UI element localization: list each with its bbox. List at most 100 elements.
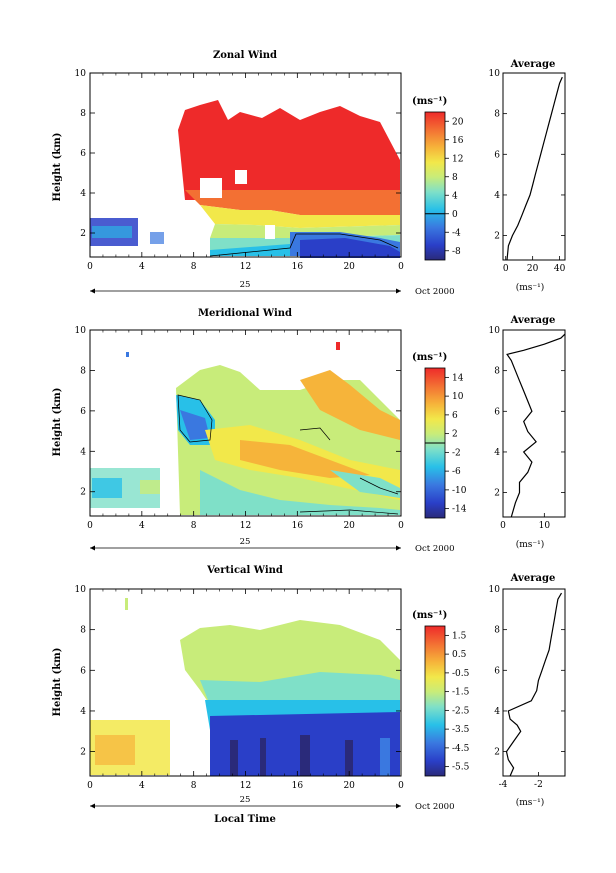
- x-tick-label: 20: [343, 262, 355, 272]
- avg-y-tick-label: 10: [489, 69, 501, 79]
- panel-meridional: Meridional Wind Height (km) 0 4 8 12 16 20 024…: [52, 308, 566, 554]
- axes-meridional: 0 4 8 12 16 20 0 2 4 6 8 10: [75, 326, 405, 531]
- x-tick-label: 4: [139, 262, 145, 272]
- y-tick-label: 8: [80, 626, 86, 636]
- colorbar-tick-label: -2.5: [452, 706, 470, 716]
- average-zonal: Average 0 20 40 2 4 6 8 10 (ms⁻¹): [489, 59, 566, 293]
- x-tick-label: 20: [343, 781, 355, 791]
- x-tick-label: 12: [240, 262, 251, 272]
- day-label-zonal: 25: [240, 280, 251, 290]
- x-tick-label: 8: [191, 521, 197, 531]
- timebar-meridional: 25 Oct 2000: [90, 537, 454, 554]
- colorbar-unit-zonal: (ms⁻¹): [412, 96, 447, 107]
- colorbar-tick-label: 0.5: [452, 650, 467, 660]
- avg-x-tick-label: 10: [539, 521, 551, 531]
- axes-vertical: 0 4 8 12 16 20 0 2 4 6 8 10: [75, 585, 405, 791]
- colorbar-tick-label: 4: [452, 191, 458, 201]
- avg-y-tick-label: 8: [494, 110, 500, 120]
- colorbar-tick-label: -4: [452, 228, 461, 238]
- ylabel-zonal: Height (km): [52, 133, 63, 202]
- heatmap-zonal: [90, 100, 400, 258]
- y-tick-label: 8: [80, 366, 86, 376]
- colorbar-unit-meridional: (ms⁻¹): [412, 352, 447, 363]
- heatmap-meridional: [90, 342, 400, 515]
- colorbar-tick-label: -3.5: [452, 725, 470, 735]
- average-meridional: Average 0 10 2 4 6 8 10 (ms⁻¹): [489, 315, 566, 550]
- avg-y-tick-label: 10: [489, 326, 501, 336]
- avg-y-tick-label: 4: [494, 448, 500, 458]
- x-tick-label: 0: [87, 781, 93, 791]
- avg-y-tick-label: 8: [494, 367, 500, 377]
- ylabel-vertical: Height (km): [52, 648, 63, 717]
- x-tick-label: 12: [240, 781, 251, 791]
- panel-vertical: Vertical Wind Height (km) 0 4 8 12 16 20 0 2 4 6 8…: [52, 565, 566, 825]
- avg-y-tick-label: 2: [494, 748, 500, 758]
- colorbar-tick-label: 1.5: [452, 631, 467, 641]
- date-label-vertical: Oct 2000: [415, 802, 454, 812]
- x-tick-label: 0: [87, 521, 93, 531]
- y-tick-label: 2: [80, 488, 86, 498]
- y-tick-label: 2: [80, 748, 86, 758]
- y-tick-label: 2: [80, 229, 86, 239]
- x-tick-label: 0: [87, 262, 93, 272]
- y-tick-label: 6: [80, 407, 86, 417]
- colorbar-tick-label: 8: [452, 173, 458, 183]
- heatmap-vertical: [90, 598, 400, 776]
- colorbar-tick-label: -1.5: [452, 688, 470, 698]
- colorbar-tick-label: 12: [452, 154, 463, 164]
- colorbar-tick-label: 20: [452, 117, 464, 127]
- avg-y-tick-label: 6: [494, 407, 500, 417]
- avg-profile-line: [506, 333, 566, 518]
- colorbar-tick-label: -8: [452, 247, 461, 257]
- ylabel-meridional: Height (km): [52, 388, 63, 457]
- avg-x-tick-label: -2: [534, 780, 543, 790]
- timebar-vertical: 25 Oct 2000 Local Time: [90, 795, 454, 825]
- colorbar-tick-label: 6: [452, 411, 458, 421]
- axes-zonal: 0 4 8 12 16 20 0 2 4 6 8 10: [75, 69, 405, 272]
- average-xlabel-zonal: (ms⁻¹): [516, 282, 545, 293]
- y-tick-label: 10: [75, 69, 87, 79]
- colorbar-tick-label: -6: [452, 467, 461, 477]
- avg-y-tick-label: 4: [494, 707, 500, 717]
- y-tick-label: 6: [80, 666, 86, 676]
- timebar-zonal: 25 Oct 2000: [90, 280, 454, 297]
- colorbar-tick-label: 16: [452, 136, 464, 146]
- avg-profile-line: [506, 76, 563, 261]
- xlabel-local-time: Local Time: [214, 814, 276, 825]
- date-label-zonal: Oct 2000: [415, 287, 454, 297]
- avg-profile-line: [505, 592, 563, 777]
- x-tick-label: 8: [191, 781, 197, 791]
- x-tick-label: 4: [139, 521, 145, 531]
- avg-y-tick-label: 10: [489, 585, 501, 595]
- y-tick-label: 6: [80, 149, 86, 159]
- average-xlabel-meridional: (ms⁻¹): [516, 539, 545, 550]
- x-tick-label: 16: [292, 521, 304, 531]
- colorbar-zonal: (ms⁻¹) 20 16 12 8 4 0 -4 -8: [412, 96, 464, 261]
- average-vertical: Average -4 -2 2 4 6 8 10 (ms⁻¹): [489, 573, 566, 808]
- colorbar-tick-label: -5.5: [452, 763, 470, 773]
- avg-y-tick-label: 8: [494, 626, 500, 636]
- colorbar-tick-label: 14: [452, 373, 464, 383]
- x-tick-label: 0: [398, 521, 404, 531]
- y-tick-label: 8: [80, 109, 86, 119]
- x-tick-label: 4: [139, 781, 145, 791]
- day-label-vertical: 25: [240, 795, 251, 805]
- x-tick-label: 16: [292, 262, 304, 272]
- colorbar-vertical: (ms⁻¹) 1.5 0.5 -0.5 -1.5 -2.5 -3.5 -4.5 -5.5: [412, 610, 470, 777]
- colorbar-tick-label: -14: [452, 505, 467, 515]
- avg-y-tick-label: 6: [494, 150, 500, 160]
- colorbar-tick-label: 2: [452, 430, 458, 440]
- avg-y-tick-label: 2: [494, 232, 500, 242]
- avg-x-tick-label: 20: [527, 264, 539, 274]
- avg-x-tick-label: -4: [499, 780, 508, 790]
- colorbar-tick-label: 0: [452, 210, 458, 220]
- x-tick-label: 8: [191, 262, 197, 272]
- avg-x-tick-label: 0: [503, 264, 509, 274]
- y-tick-label: 4: [80, 707, 86, 717]
- x-tick-label: 20: [343, 521, 355, 531]
- y-tick-label: 4: [80, 189, 86, 199]
- day-label-meridional: 25: [240, 537, 251, 547]
- x-tick-label: 16: [292, 781, 304, 791]
